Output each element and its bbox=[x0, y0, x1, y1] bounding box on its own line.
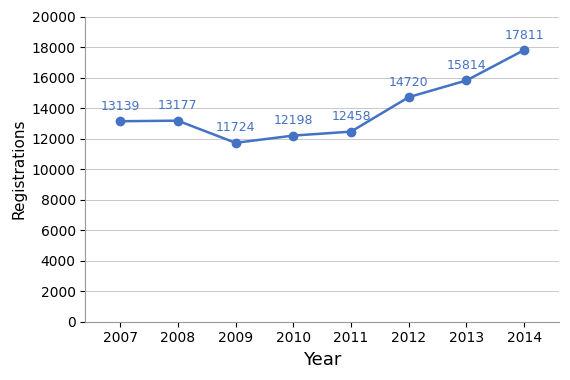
Text: 12458: 12458 bbox=[331, 110, 371, 123]
Text: 12198: 12198 bbox=[274, 114, 313, 127]
Text: 11724: 11724 bbox=[216, 122, 255, 135]
Text: 14720: 14720 bbox=[389, 76, 429, 89]
Text: 17811: 17811 bbox=[504, 28, 544, 42]
Text: 13139: 13139 bbox=[100, 100, 140, 113]
Y-axis label: Registrations: Registrations bbox=[11, 119, 26, 219]
X-axis label: Year: Year bbox=[303, 351, 341, 369]
Text: 15814: 15814 bbox=[447, 59, 486, 72]
Text: 13177: 13177 bbox=[158, 99, 198, 112]
